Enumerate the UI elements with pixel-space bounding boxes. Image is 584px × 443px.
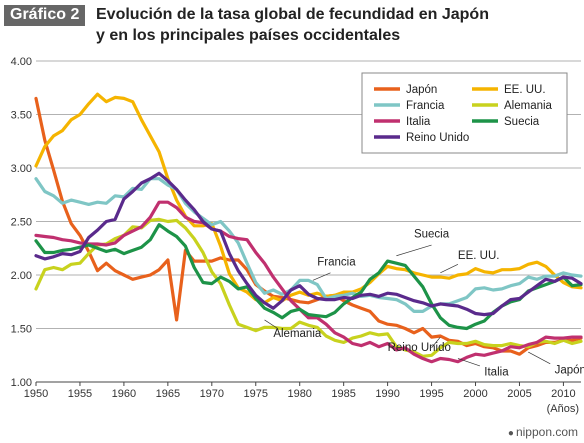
x-tick-label: 1960	[112, 388, 136, 400]
x-tick-label: 1970	[200, 388, 224, 400]
annotation-leader	[264, 319, 278, 329]
annotation-leader	[396, 244, 432, 257]
axis-layer: 1.00 1.50 2.00 2.50 3.00 3.50 4.00 1950 1955 1960…	[11, 56, 581, 415]
x-tick-label: 1985	[331, 388, 355, 400]
legend-label: Reino Unido	[406, 132, 469, 144]
x-tick-label: 1955	[68, 388, 92, 400]
annotation-layer: Francia Alemania Suecia EE. UU. Reino Unido I…	[264, 229, 584, 379]
legend-label: Alemania	[504, 100, 553, 112]
series-line-6	[34, 171, 583, 317]
x-tick-label: 1950	[24, 388, 48, 400]
y-tick-label: 2.50	[11, 217, 32, 229]
brand-label: nippon.com	[515, 425, 578, 439]
figure-badge: Gráfico 2	[4, 5, 86, 26]
annotation-leader	[440, 263, 459, 274]
chart-header: Gráfico 2 Evolución de la tasa global de…	[0, 0, 584, 50]
x-tick-label: 1990	[375, 388, 399, 400]
x-tick-label: 2000	[463, 388, 487, 400]
series-annotation: EE. UU.	[458, 250, 500, 262]
legend-label: Suecia	[504, 116, 540, 128]
legend-label: Italia	[406, 116, 431, 128]
series-line-0	[34, 96, 583, 356]
legend-box	[361, 72, 568, 154]
y-tick-label: 4.00	[11, 56, 32, 68]
annotation-leader	[457, 358, 481, 367]
circle-dot-icon: ●	[507, 428, 514, 439]
series-annotation: Italia	[484, 367, 509, 379]
legend-label: Japón	[406, 84, 437, 96]
series-layer	[34, 92, 583, 364]
source-footer: ● nippon.com	[508, 425, 578, 439]
x-tick-label: 1995	[419, 388, 443, 400]
legend-label: EE. UU.	[504, 84, 546, 96]
x-tick-label: 1980	[287, 388, 311, 400]
legend-label: Francia	[406, 100, 445, 112]
y-tick-label: 3.00	[11, 163, 32, 175]
y-tick-label: 1.00	[11, 377, 32, 389]
series-annotation: Japón	[555, 364, 584, 376]
chart-title-line-2: y en los principales países occidentales	[96, 27, 401, 44]
y-tick-label: 3.50	[11, 110, 32, 122]
annotation-leader	[312, 272, 331, 281]
series-line-4	[34, 200, 583, 364]
chart-title-line-1: Evolución de la tasa global de fecundida…	[96, 6, 489, 23]
series-annotation: Suecia	[414, 229, 450, 241]
chart-legend: Japón EE. UU. Francia Alemania Italia Suecia R…	[361, 72, 568, 154]
series-annotation: Francia	[317, 256, 356, 268]
chart-title: Evolución de la tasa global de fecundida…	[96, 4, 576, 46]
series-line-2	[34, 177, 583, 313]
series-annotation: Reino Unido	[388, 342, 451, 354]
annotation-leader	[431, 336, 441, 348]
y-tick-label: 2.00	[11, 270, 32, 282]
x-tick-label: 1975	[244, 388, 268, 400]
series-annotation: Alemania	[273, 328, 322, 340]
x-tick-label: 2005	[507, 388, 531, 400]
x-axis-label: (Años)	[547, 403, 579, 415]
annotation-leader	[528, 351, 551, 365]
x-tick-label: 1965	[156, 388, 180, 400]
y-tick-label: 1.50	[11, 324, 32, 336]
x-tick-label: 2010	[551, 388, 575, 400]
